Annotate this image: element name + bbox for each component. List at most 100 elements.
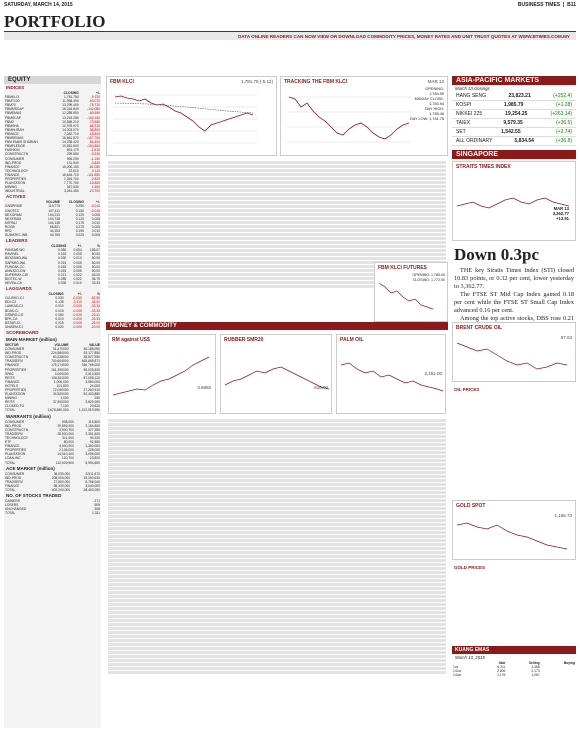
table-cell: IND-PROD [5,475,22,480]
table-cell: 16,661.870 [62,136,79,141]
table-cell: RAVINEL [5,252,19,257]
table-cell: -23.700 [88,189,100,194]
table-cell: -78.710 [88,103,100,108]
index-row: FINANCE 15,200.150 -81.080 [4,165,101,169]
table-cell: RR2 [5,229,12,233]
table-cell: BPK-CA [5,316,18,321]
table-cell: 311,000 [62,435,74,440]
table-cell: -73.560 [88,119,100,124]
table-cell: 29,592,000 [57,423,74,428]
warrants-table: CONSUMER 938,000 119,500 IND-PROD 29,592,000… [4,420,101,465]
table-cell: 36.79 [91,276,100,281]
index-row: FBMSEMAS 16,661.870 -107.760 [4,136,101,140]
table-cell: 119,775 [48,204,60,209]
table-cell: -1.610 [90,148,100,153]
table-cell: 14,510,400 [57,452,74,457]
table-cell: 60,228000 [52,355,69,360]
table-cell: CLOSED-FU [5,404,25,409]
table-cell: -101.890 [86,172,100,177]
table-cell: 7,100 [60,404,69,409]
story-para: The FTSE ST Mid Cap Index gained 0.18 pe… [454,291,574,314]
leaders-table: CLOSING +/-% PANSAR-WC 0.080 0.054 185.07 RAVI… [4,244,101,285]
table-cell: FBMSEMAS [5,136,24,141]
left-column: EQUITY INDICES CLOSING +/- FBMKLCI 1,781.75… [4,76,101,728]
table-cell: FBMMSCAP [5,107,24,112]
table-cell: 0.015 [57,260,67,265]
leader-row: BIOOSMO-WA 0.030 0.010 50.00 [4,256,101,260]
market-value: 23,823.21 [508,93,531,99]
table-cell: 327,950 [88,427,100,432]
table-cell: 37,920000 [52,400,69,405]
palm-oil-plot [340,362,444,392]
money-charts-row: RM against US$ 3.6855 RUBBER SMR20 516.0… [106,330,448,418]
tracking-klci-chart: TRACKING THE FBM KLCI MAR 13 OPENING: 1,… [280,76,448,156]
index-row: FBMHIJRAH 14,003.070 -58.800 [4,128,101,132]
table-cell: 0.030 [55,296,64,301]
table-cell: 28,400,090 [83,487,100,492]
warrant-row: IND-PROD 29,592,000 2,154,800 [4,424,101,428]
table-cell: TOTAL [5,511,16,516]
money-commodity-section: MONEY & COMMODITY RM against US$ 3.6855 … [106,322,448,675]
tracking-plot [287,96,411,143]
table-cell: OLUSKO-CJ [5,296,24,301]
laggard-row: BPK-CA 0.010 -0.005 -33.33 [4,317,101,321]
tracking-title: TRACKING THE FBM KLCI [284,79,348,85]
table-cell: 0.010 [55,304,64,309]
index-row: FBMEMAS 12,285.890 -60.590 [4,111,101,115]
column-header: CLOSING [48,292,64,297]
index-row: PROPERTIES 1,316.700 -2.820 [4,177,101,181]
table-cell: 308 [94,507,100,512]
table-cell: -66.310 [88,123,100,128]
table-cell: LOSERS [5,503,19,508]
table-cell: 0.005 [91,212,100,217]
ace-row: TRADSERV 27,800,000 8,766,040 [4,480,101,484]
table-cell: 402,200,000 [51,487,71,492]
table-cell: PROPERTIES [5,388,27,392]
active-row: ROGB 88,821 0.275 0.005 [4,225,101,229]
table-cell: 1,176 [497,673,506,678]
sector-row: CONSTRUCTN 60,228000 38,527,590 [4,355,101,359]
market-change: (+1.28) [556,102,572,108]
table-cell: 346,766,000 [81,363,100,368]
sector-row: REITS 108,811000 87,008,120 [4,376,101,380]
sector-row: FINANCE 1,006,000 3,580,000 [4,380,101,384]
table-cell: 271 [94,499,100,504]
table-cell: TOTAL [5,487,16,492]
sector-row: TRADSERV 700,604000 468,669,871 [4,359,101,363]
table-cell: 5,994,650 [85,460,100,465]
table-cell: 0.250 [75,204,84,209]
table-cell: FBMEMAS [5,111,22,116]
rm-usd-chart: RM against US$ 3.6855 [108,334,216,414]
warrant-row: PLANTATION 14,510,400 3,006,000 [4,452,101,456]
gold-plot [456,522,568,550]
warrant-row: TRADSERV 28,500,000 2,351,600 [4,432,101,436]
gold-value: 1,155.73 [554,513,572,518]
index-row: MINING 347.830 -1.500 [4,185,101,189]
index-row: FBM2 10,565.210 -73.560 [4,120,101,124]
sector-row: MINING 1,000 250 [4,396,101,400]
gold-chart: GOLD SPOT 1,155.73 [452,500,576,560]
table-cell: FBM EMAS SHARIAH [5,140,38,145]
table-cell: 0.015 [57,268,67,273]
table-cell: 104,748 [48,216,60,221]
column-header: +/- [77,244,82,249]
rubber-plot [224,366,330,390]
table-cell: FINANCE [5,379,20,384]
palm-oil-value: 2,251.00 [424,371,442,376]
market-name: NIKKEI 225 [456,111,483,117]
index-row: FBMSHA 12,978.970 -66.310 [4,124,101,128]
table-cell: 50.00 [91,256,100,261]
page-number: B11 [567,2,576,8]
table-cell: -0.240 [90,152,100,157]
table-cell: -81.080 [88,164,100,169]
table-cell: 0.010 [73,256,82,261]
table-cell: CONSUMER [5,471,25,476]
table-cell: 72,090000 [52,388,69,392]
tracking-day-high: DAY HIGH: 1,785.46 [424,107,444,116]
table-cell: LANKAS-C1 [5,304,24,309]
sector-row: REITS 37,920000 3,620,000 [4,400,101,404]
table-cell: PUNCAK-CC [5,264,25,269]
column-header: % [97,292,100,297]
table-cell: 88,821 [49,224,60,229]
laggard-row: UNISEM-C1 0.020 -0.005 -20.00 [4,325,101,329]
